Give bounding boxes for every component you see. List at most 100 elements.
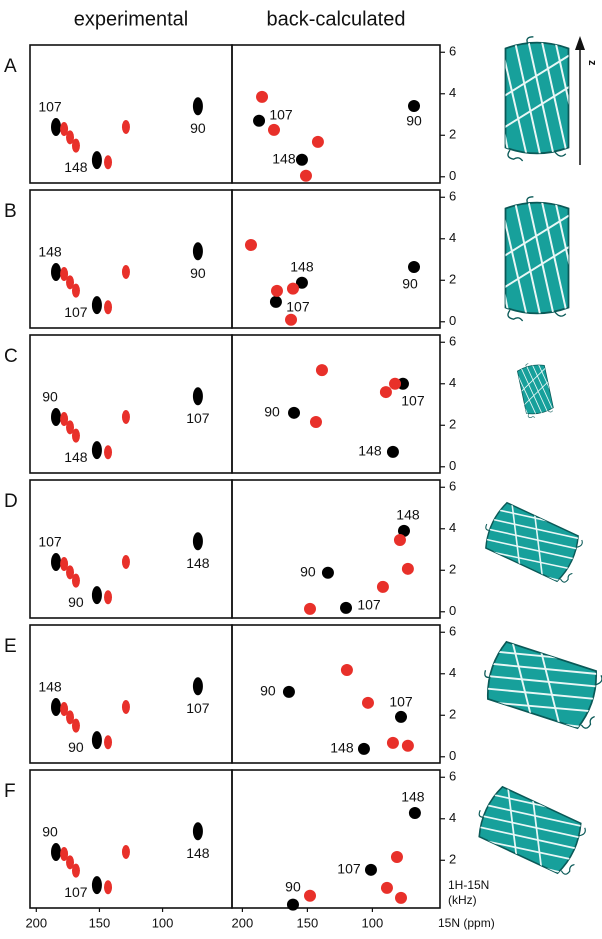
y-tick-label: 2 bbox=[449, 417, 456, 432]
panel-title: back-calculated bbox=[267, 8, 406, 30]
x-tick-label: 100 bbox=[362, 915, 384, 930]
data-point bbox=[285, 313, 298, 326]
y-tick-label: 4 bbox=[449, 230, 456, 245]
data-point bbox=[51, 842, 62, 861]
data-point bbox=[60, 847, 69, 862]
point-label: 90 bbox=[300, 563, 316, 579]
point-label: 90 bbox=[42, 824, 58, 840]
data-point bbox=[270, 284, 283, 297]
data-point bbox=[60, 557, 69, 572]
data-point bbox=[51, 697, 62, 716]
y-tick-label: 6 bbox=[449, 334, 456, 349]
data-point bbox=[286, 282, 299, 295]
row-label: F bbox=[4, 781, 16, 802]
data-point bbox=[71, 428, 80, 443]
data-point bbox=[192, 387, 203, 406]
x-axis-label: 15N (ppm) bbox=[438, 916, 495, 930]
point-label: 90 bbox=[406, 113, 422, 129]
protein-structure bbox=[511, 358, 565, 420]
data-point bbox=[304, 889, 316, 902]
data-point bbox=[379, 386, 392, 399]
data-point bbox=[299, 169, 312, 182]
data-point bbox=[192, 677, 203, 696]
point-label: 148 bbox=[64, 449, 88, 465]
data-point bbox=[288, 406, 301, 419]
data-point bbox=[256, 90, 269, 103]
y-tick-label: 0 bbox=[449, 458, 456, 473]
y-axis-label: 1H-15N bbox=[448, 878, 489, 892]
data-point bbox=[60, 412, 69, 427]
data-point bbox=[340, 664, 353, 677]
data-point bbox=[121, 264, 130, 279]
data-point bbox=[309, 415, 322, 428]
data-point bbox=[91, 296, 102, 315]
data-point bbox=[60, 702, 69, 717]
y-tick-label: 4 bbox=[449, 85, 456, 100]
data-point bbox=[121, 844, 130, 859]
point-label: 107 bbox=[286, 299, 310, 315]
data-point bbox=[91, 586, 102, 605]
data-point bbox=[104, 880, 113, 895]
data-point bbox=[340, 601, 353, 614]
point-label: 107 bbox=[186, 700, 210, 716]
protein-structure bbox=[473, 483, 596, 596]
data-point bbox=[66, 130, 75, 145]
z-axis: z bbox=[575, 36, 598, 165]
data-point bbox=[408, 100, 420, 113]
point-label: 107 bbox=[64, 304, 88, 320]
point-label: 90 bbox=[190, 120, 206, 136]
data-point bbox=[286, 898, 299, 911]
panel-frame bbox=[29, 769, 233, 909]
data-point bbox=[121, 699, 130, 714]
data-point bbox=[401, 562, 414, 575]
y-tick-label: 6 bbox=[449, 769, 456, 784]
data-point bbox=[380, 881, 393, 894]
data-point bbox=[376, 580, 389, 593]
point-label: 90 bbox=[402, 276, 418, 292]
data-point bbox=[104, 445, 113, 460]
data-point bbox=[104, 300, 113, 315]
panel-title: experimental bbox=[74, 8, 189, 30]
point-label: 148 bbox=[330, 740, 354, 756]
data-point bbox=[295, 276, 308, 289]
panel-frame bbox=[231, 769, 441, 909]
point-label: 107 bbox=[186, 410, 210, 426]
data-point bbox=[71, 138, 80, 153]
data-point bbox=[91, 151, 102, 170]
x-tick-label: 200 bbox=[25, 915, 47, 930]
point-label: 107 bbox=[401, 392, 425, 408]
point-label: 90 bbox=[68, 739, 84, 755]
point-label: 90 bbox=[285, 878, 301, 894]
point-label: 107 bbox=[389, 694, 413, 710]
row-label: C bbox=[4, 346, 18, 367]
data-point bbox=[269, 295, 282, 308]
protein-structures bbox=[465, 37, 602, 889]
point-label: 107 bbox=[357, 597, 381, 613]
row-label: D bbox=[4, 491, 18, 512]
point-label: 148 bbox=[38, 679, 62, 695]
point-label: 107 bbox=[38, 99, 62, 115]
point-label: 90 bbox=[68, 594, 84, 610]
point-label: 148 bbox=[186, 555, 210, 571]
data-point bbox=[401, 739, 414, 752]
point-label: 148 bbox=[401, 789, 425, 805]
data-point bbox=[104, 735, 113, 750]
data-point bbox=[51, 407, 62, 426]
panel-frame bbox=[231, 334, 441, 474]
data-point bbox=[282, 685, 295, 698]
y-axis-label: (kHz) bbox=[448, 893, 477, 907]
point-label: 107 bbox=[38, 534, 62, 550]
y-tick-label: 4 bbox=[449, 810, 456, 825]
panel-frame bbox=[29, 334, 233, 474]
data-point bbox=[389, 377, 402, 390]
data-point bbox=[408, 260, 420, 273]
panel-frame bbox=[231, 624, 441, 764]
data-point bbox=[192, 97, 203, 116]
data-point bbox=[390, 850, 403, 863]
protein-structure bbox=[492, 197, 591, 321]
data-point bbox=[121, 554, 130, 569]
point-label: 148 bbox=[38, 244, 62, 260]
x-tick-label: 150 bbox=[89, 915, 111, 930]
data-point bbox=[104, 590, 113, 605]
data-point bbox=[192, 242, 203, 261]
